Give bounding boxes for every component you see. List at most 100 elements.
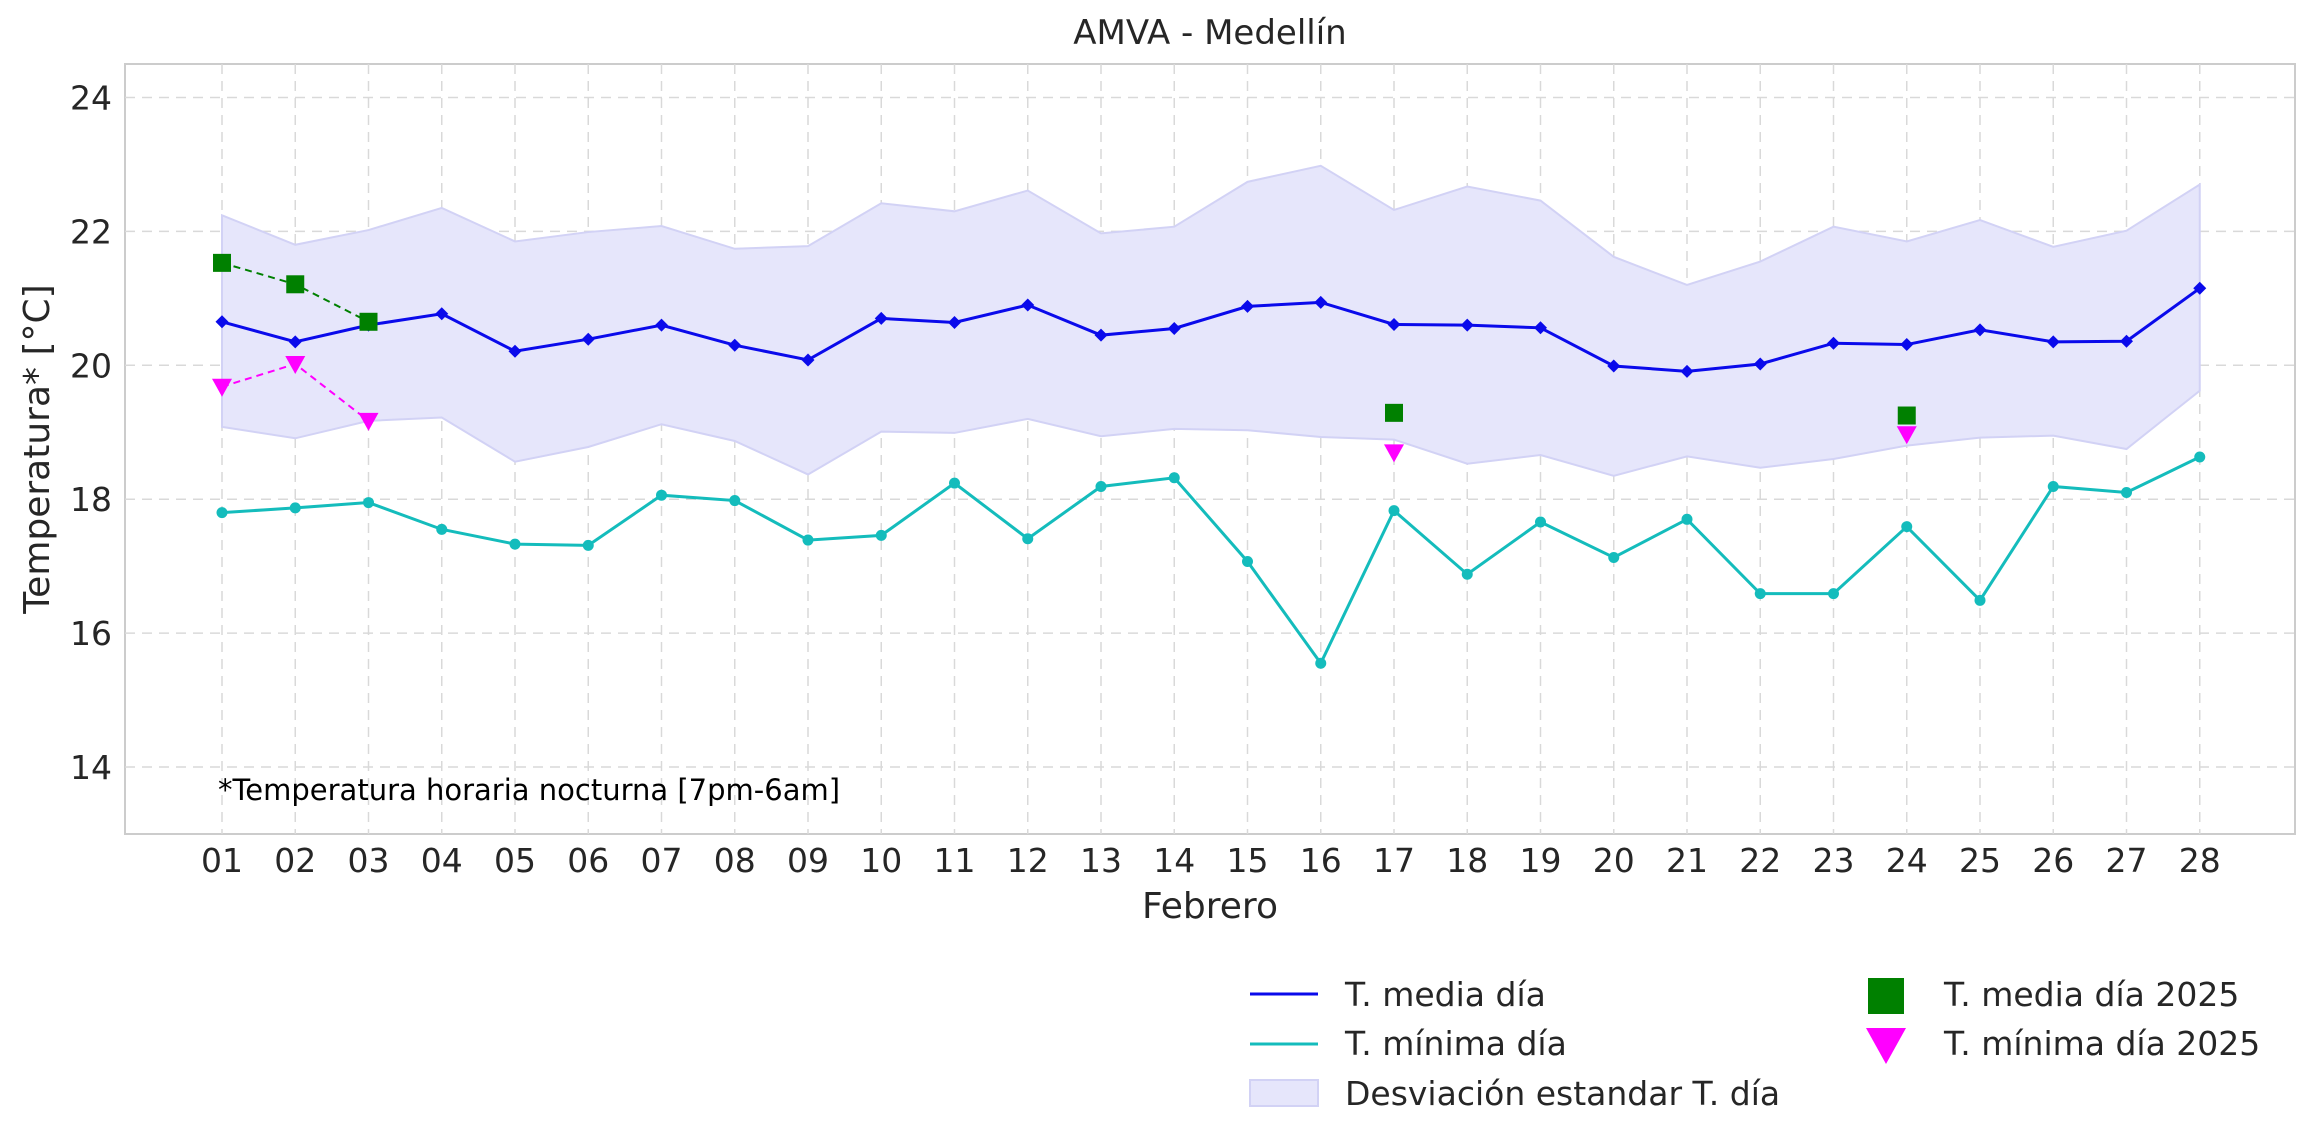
mean2025-series-point bbox=[359, 312, 378, 331]
min-series-point bbox=[2194, 451, 2206, 463]
x-tick-label: 26 bbox=[2032, 841, 2074, 880]
x-tick-label: 28 bbox=[2179, 841, 2221, 880]
x-axis-label: Febrero bbox=[1142, 886, 1278, 927]
mean-series-point bbox=[581, 332, 595, 346]
x-tick-label: 23 bbox=[1813, 841, 1855, 880]
min-series-point bbox=[216, 507, 228, 519]
min-series-point bbox=[2121, 487, 2132, 499]
mean2025-series-point bbox=[1385, 403, 1403, 422]
mean-series-point bbox=[801, 353, 815, 367]
mean2025-series-point bbox=[213, 253, 231, 272]
mean-series-point bbox=[1387, 317, 1401, 331]
min-series-point bbox=[363, 497, 374, 509]
mean-series-point bbox=[435, 307, 449, 321]
mean-series-point bbox=[1607, 359, 1621, 373]
y-tick-labels: 14 16 18 20 22 24 bbox=[70, 78, 112, 787]
min-series-point bbox=[1828, 588, 1839, 600]
x-tick-label: 21 bbox=[1666, 841, 1708, 880]
x-tick-label: 13 bbox=[1080, 841, 1122, 880]
mean-series-point bbox=[1753, 357, 1767, 371]
series-layer bbox=[212, 253, 2207, 669]
mean-series-point bbox=[1827, 336, 1840, 350]
mean2025-series-point bbox=[1897, 406, 1916, 425]
legend-square-marker bbox=[1868, 978, 1904, 1014]
min-series-point bbox=[289, 502, 301, 514]
mean-series-line bbox=[221, 287, 2201, 373]
chart-title: AMVA - Medellín bbox=[1073, 13, 1346, 53]
x-tick-label: 24 bbox=[1886, 841, 1928, 880]
x-tick-label: 03 bbox=[348, 841, 390, 880]
y-tick-label: 16 bbox=[70, 614, 112, 653]
mean-series-point bbox=[1460, 318, 1474, 332]
x-tick-label: 06 bbox=[567, 841, 609, 880]
min-series-point bbox=[1754, 588, 1766, 600]
mean2025-series-point bbox=[286, 275, 305, 294]
min-series-point bbox=[1608, 551, 1620, 563]
min-series-point bbox=[729, 495, 741, 507]
y-tick-label: 18 bbox=[70, 480, 112, 519]
mean-series-point bbox=[874, 311, 888, 325]
mean-series-point bbox=[1680, 364, 1694, 378]
x-tick-label: 08 bbox=[714, 841, 756, 880]
x-tick-label: 09 bbox=[787, 841, 829, 880]
legend-triangle-marker bbox=[1866, 1028, 1906, 1064]
min2025-series-point bbox=[212, 378, 232, 397]
legend-label-mean2025: T. media día 2025 bbox=[1943, 975, 2239, 1014]
min2025-series-point bbox=[1384, 444, 1404, 463]
mean-series-point bbox=[1314, 295, 1328, 309]
min-series-point bbox=[1168, 472, 1180, 484]
min2025-series-point bbox=[358, 412, 379, 431]
min-series-point bbox=[1461, 568, 1473, 580]
min-series-point bbox=[2047, 480, 2059, 492]
x-tick-label: 25 bbox=[1959, 841, 2001, 880]
mean-series-point bbox=[1094, 328, 1108, 342]
min-series-point bbox=[802, 534, 814, 546]
legend-label-min2025: T. mínima día 2025 bbox=[1943, 1024, 2260, 1063]
mean-series-point bbox=[288, 335, 302, 349]
x-tick-label: 12 bbox=[1007, 841, 1049, 880]
min-series-point bbox=[949, 477, 960, 489]
x-tick-label: 11 bbox=[934, 841, 976, 880]
mean-series-point bbox=[1241, 299, 1254, 313]
min-series-point bbox=[509, 538, 521, 550]
x-tick-label: 20 bbox=[1593, 841, 1635, 880]
mean-series-point bbox=[655, 318, 668, 332]
std-band-layer bbox=[221, 164, 2201, 477]
x-tick-labels: 01 02 03 04 05 06 07 08 09 10 11 12 13 14 15 16 17 18 19 20… bbox=[201, 841, 2221, 880]
mean-series-point bbox=[1534, 321, 1547, 335]
min2025-series-point bbox=[285, 355, 306, 374]
mean-series-point bbox=[1167, 321, 1181, 335]
min-series-point bbox=[875, 529, 887, 541]
legend-label-band: Desviación estandar T. día bbox=[1345, 1074, 1780, 1113]
y-tick-label: 22 bbox=[70, 212, 112, 251]
mean-series-point bbox=[1900, 338, 1914, 352]
min-series-point bbox=[1901, 521, 1913, 533]
mean-series-point bbox=[2046, 335, 2060, 349]
min-series-line bbox=[221, 455, 2201, 667]
min-series-point bbox=[1095, 480, 1107, 492]
legend-label-mean: T. media día bbox=[1344, 975, 1546, 1014]
min-series-point bbox=[1681, 513, 1693, 525]
mean-series-point bbox=[2120, 334, 2133, 348]
x-tick-label: 01 bbox=[201, 841, 243, 880]
x-tick-label: 02 bbox=[274, 841, 316, 880]
x-tick-label: 16 bbox=[1300, 841, 1342, 880]
legend: T. media día T. mínima día Desviación es… bbox=[1249, 975, 2260, 1113]
x-tick-label: 15 bbox=[1227, 841, 1269, 880]
min-series-point bbox=[1388, 505, 1400, 517]
min-series-point bbox=[1242, 555, 1253, 567]
mean-series-point bbox=[1973, 323, 1987, 337]
mean-series-point bbox=[215, 315, 229, 329]
x-tick-label: 10 bbox=[860, 841, 902, 880]
min2025-series-point bbox=[1896, 426, 1917, 445]
plot-area bbox=[124, 63, 2296, 835]
x-tick-label: 19 bbox=[1520, 841, 1562, 880]
x-tick-label: 22 bbox=[1739, 841, 1781, 880]
min-series-point bbox=[1974, 594, 1986, 606]
mean-series-point bbox=[2193, 281, 2207, 295]
x-tick-label: 18 bbox=[1446, 841, 1488, 880]
x-tick-label: 05 bbox=[494, 841, 536, 880]
mean-series-point bbox=[1021, 298, 1035, 312]
chart-annotation: *Temperatura horaria nocturna [7pm-6am] bbox=[218, 773, 840, 807]
